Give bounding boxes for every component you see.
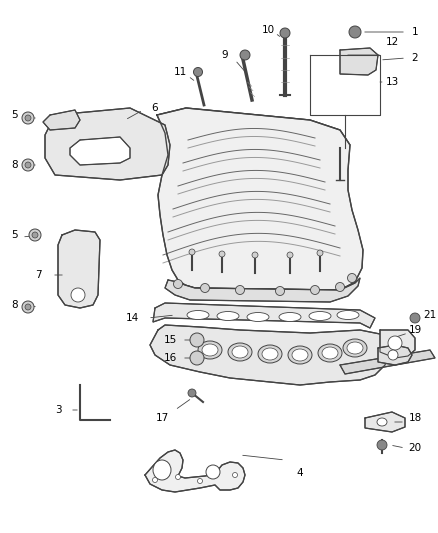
- Circle shape: [190, 333, 204, 347]
- Ellipse shape: [258, 345, 282, 363]
- Ellipse shape: [233, 472, 237, 478]
- Ellipse shape: [343, 339, 367, 357]
- Ellipse shape: [309, 311, 331, 320]
- Circle shape: [252, 252, 258, 258]
- Ellipse shape: [153, 460, 171, 480]
- Circle shape: [71, 288, 85, 302]
- Circle shape: [190, 351, 204, 365]
- Text: 8: 8: [12, 160, 18, 170]
- Polygon shape: [340, 48, 378, 75]
- Text: 8: 8: [12, 300, 18, 310]
- Ellipse shape: [292, 349, 308, 361]
- Circle shape: [189, 249, 195, 255]
- Circle shape: [240, 50, 250, 60]
- Circle shape: [311, 286, 319, 295]
- Ellipse shape: [318, 344, 342, 362]
- Text: 7: 7: [35, 270, 41, 280]
- Ellipse shape: [176, 474, 180, 480]
- Text: 4: 4: [297, 468, 303, 478]
- Ellipse shape: [206, 465, 220, 479]
- Circle shape: [349, 26, 361, 38]
- Polygon shape: [70, 137, 130, 165]
- Text: 9: 9: [222, 50, 228, 60]
- Text: 5: 5: [12, 230, 18, 240]
- Polygon shape: [145, 450, 245, 492]
- Circle shape: [377, 440, 387, 450]
- Ellipse shape: [279, 312, 301, 321]
- Text: 1: 1: [412, 27, 418, 37]
- Circle shape: [388, 336, 402, 350]
- Circle shape: [25, 115, 31, 121]
- Ellipse shape: [322, 347, 338, 359]
- Polygon shape: [45, 108, 170, 180]
- Circle shape: [173, 279, 183, 288]
- Polygon shape: [58, 230, 100, 308]
- Ellipse shape: [198, 479, 202, 483]
- Ellipse shape: [337, 311, 359, 319]
- Text: 21: 21: [424, 310, 437, 320]
- Text: 5: 5: [12, 110, 18, 120]
- Circle shape: [22, 112, 34, 124]
- Polygon shape: [165, 278, 360, 302]
- Text: 14: 14: [125, 313, 138, 323]
- Circle shape: [22, 301, 34, 313]
- Polygon shape: [340, 350, 435, 374]
- Ellipse shape: [262, 348, 278, 360]
- Text: 10: 10: [261, 25, 275, 35]
- Circle shape: [276, 287, 285, 295]
- Circle shape: [22, 159, 34, 171]
- Text: 16: 16: [163, 353, 177, 363]
- Circle shape: [219, 251, 225, 257]
- Circle shape: [287, 252, 293, 258]
- Polygon shape: [380, 330, 415, 358]
- Circle shape: [25, 162, 31, 168]
- Text: 19: 19: [408, 325, 422, 335]
- Circle shape: [32, 232, 38, 238]
- Ellipse shape: [288, 346, 312, 364]
- Circle shape: [194, 68, 202, 77]
- Ellipse shape: [198, 341, 222, 359]
- Ellipse shape: [347, 342, 363, 354]
- Ellipse shape: [202, 344, 218, 356]
- Text: 2: 2: [412, 53, 418, 63]
- Text: 3: 3: [55, 405, 61, 415]
- Polygon shape: [153, 303, 375, 328]
- Ellipse shape: [152, 478, 158, 482]
- Text: 11: 11: [173, 67, 187, 77]
- Circle shape: [25, 304, 31, 310]
- Circle shape: [280, 28, 290, 38]
- Polygon shape: [365, 412, 405, 432]
- Text: 12: 12: [385, 37, 399, 47]
- Circle shape: [236, 286, 244, 295]
- Polygon shape: [157, 108, 363, 290]
- Polygon shape: [157, 108, 350, 145]
- Polygon shape: [43, 110, 80, 130]
- Ellipse shape: [247, 312, 269, 321]
- Circle shape: [317, 250, 323, 256]
- Ellipse shape: [377, 418, 387, 426]
- Text: 6: 6: [152, 103, 158, 113]
- Ellipse shape: [187, 311, 209, 319]
- Ellipse shape: [217, 311, 239, 320]
- Text: 13: 13: [385, 77, 399, 87]
- Circle shape: [188, 389, 196, 397]
- Ellipse shape: [228, 343, 252, 361]
- Text: 18: 18: [408, 413, 422, 423]
- Ellipse shape: [388, 350, 398, 360]
- Circle shape: [201, 284, 209, 293]
- Circle shape: [347, 273, 357, 282]
- Text: 17: 17: [155, 413, 169, 423]
- Ellipse shape: [232, 346, 248, 358]
- Text: 20: 20: [409, 443, 421, 453]
- Circle shape: [410, 313, 420, 323]
- Polygon shape: [150, 325, 390, 385]
- Polygon shape: [378, 345, 412, 365]
- Circle shape: [29, 229, 41, 241]
- Circle shape: [336, 282, 345, 292]
- Text: 15: 15: [163, 335, 177, 345]
